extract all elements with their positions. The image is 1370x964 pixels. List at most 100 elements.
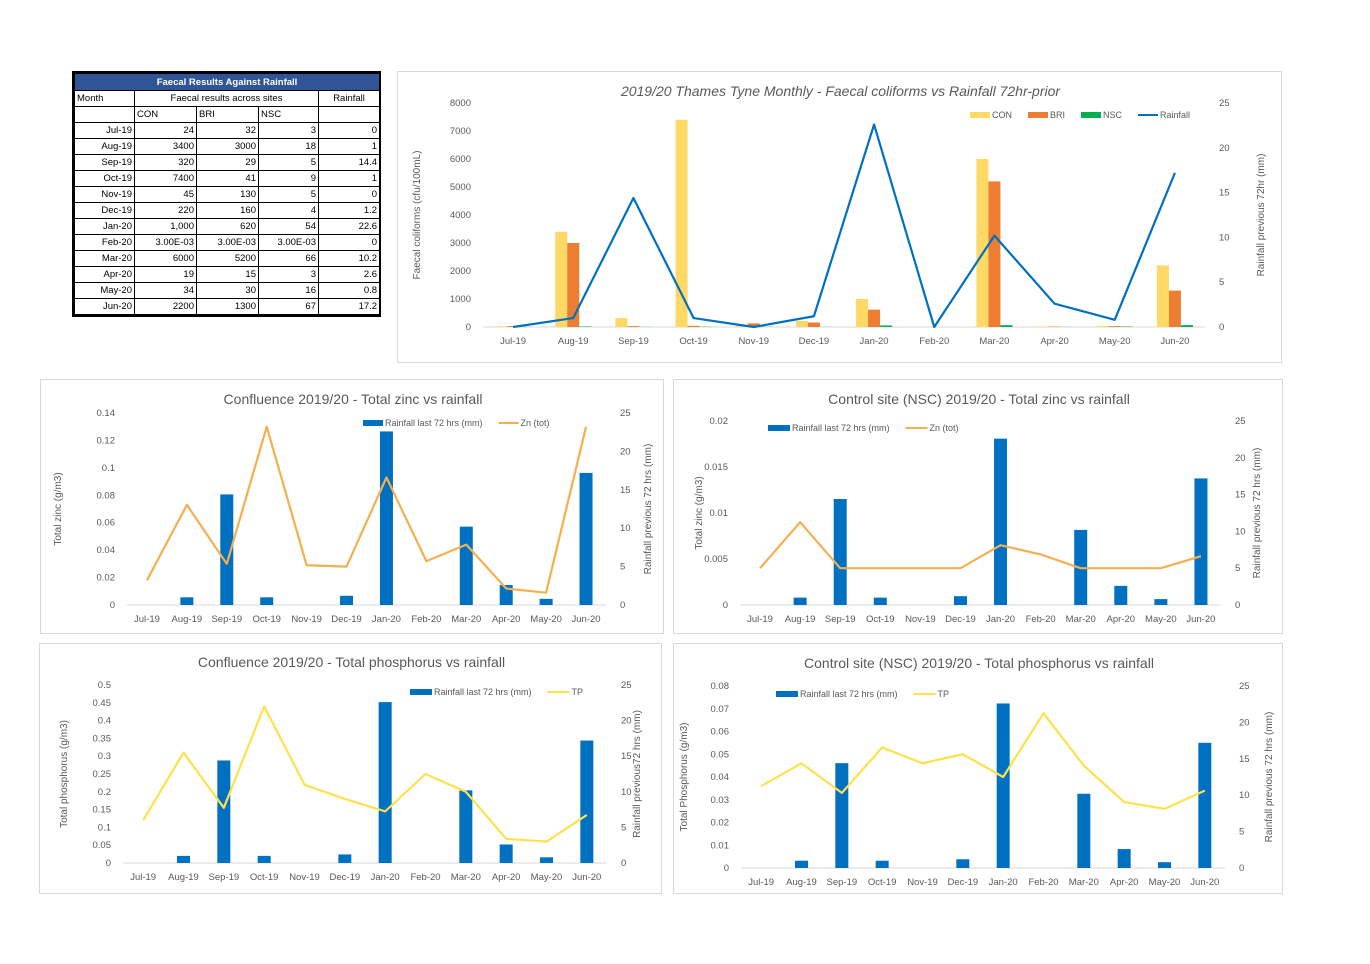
y-tick-label: 0.3 <box>98 751 111 762</box>
bar-rainfall-last-72-hrs-mm- <box>338 854 352 863</box>
y2-tick-label: 5 <box>621 822 626 833</box>
y2-tick-label: 15 <box>621 751 632 762</box>
x-tick-label: Jul-19 <box>134 614 160 625</box>
y-tick-label: 0.015 <box>704 462 728 473</box>
line-zn-tot- <box>759 521 1202 570</box>
table-cell: 1 <box>317 170 381 187</box>
y2-tick-label: 10 <box>1239 790 1250 801</box>
table-cell: 66 <box>258 250 319 267</box>
y-tick-label: 7000 <box>450 126 471 137</box>
x-tick-label: Mar-20 <box>1066 614 1096 625</box>
legend-swatch <box>1081 112 1102 118</box>
bar-rainfall-last-72-hrs-mm- <box>220 494 234 605</box>
table-cell-month: Oct-19 <box>74 170 135 187</box>
bar-rainfall-last-72-hrs-mm- <box>540 857 553 863</box>
x-tick-label: Jul-19 <box>747 614 773 625</box>
bar-bri <box>988 181 1001 327</box>
y2-tick-label: 10 <box>621 787 632 798</box>
x-tick-label: Aug-19 <box>786 877 817 888</box>
legend-label: NSC <box>1103 110 1123 120</box>
y-tick-label: 0.1 <box>102 463 115 474</box>
table-cell: 45 <box>134 186 197 203</box>
bar-rainfall-last-72-hrs-mm- <box>340 595 354 605</box>
table-cell: 22.6 <box>317 218 381 235</box>
table-cell: 7400 <box>134 170 197 187</box>
x-tick-label: May-20 <box>1099 336 1131 347</box>
bar-bri <box>567 243 580 327</box>
bar-nsc <box>579 326 592 327</box>
y2-tick-label: 5 <box>1235 563 1240 574</box>
table-cell: 6000 <box>134 250 197 267</box>
legend-label: BRI <box>1050 110 1065 120</box>
y-tick-label: 0.01 <box>711 840 730 851</box>
chart-title: Confluence 2019/20 - Total zinc vs rainf… <box>224 391 483 407</box>
y-tick-label: 2000 <box>450 266 471 277</box>
bar-nsc <box>880 325 893 327</box>
faecal-chart-panel: 2019/20 Thames Tyne Monthly - Faecal col… <box>397 71 1282 363</box>
y-tick-label: 0.06 <box>711 727 730 738</box>
legend-label: Rainfall last 72 hrs (mm) <box>800 689 898 699</box>
confluence-phosphorus-panel: Confluence 2019/20 - Total phosphorus vs… <box>39 643 662 894</box>
bar-rainfall-last-72-hrs-mm- <box>1154 599 1168 605</box>
y2-tick-label: 20 <box>1235 453 1246 464</box>
y-tick-label: 1000 <box>450 294 471 305</box>
bar-rainfall-last-72-hrs-mm- <box>1077 793 1091 868</box>
table-cell: 320 <box>134 154 197 171</box>
bar-rainfall-last-72-hrs-mm- <box>1194 478 1208 605</box>
x-tick-label: Jan-20 <box>371 872 400 883</box>
x-tick-label: Oct-19 <box>868 877 897 888</box>
table-title: Faecal Results Against Rainfall <box>73 73 381 91</box>
legend-swatch <box>970 112 990 118</box>
y-tick-label: 0.1 <box>98 822 111 833</box>
table-cell: 19 <box>134 266 197 283</box>
bar-rainfall-last-72-hrs-mm- <box>835 763 849 868</box>
y-axis-label: Total zinc (g/m3) <box>53 472 64 545</box>
table-cell: 15 <box>196 266 259 283</box>
table-cell: 34 <box>134 282 197 299</box>
table-cell: 0 <box>317 186 381 203</box>
table-row: May-20 34 30 16 0.8 <box>74 282 381 299</box>
y-tick-label: 0.5 <box>98 680 111 691</box>
control-phosphorus-panel: Control site (NSC) 2019/20 - Total phosp… <box>673 643 1283 894</box>
table-cell: 5 <box>258 186 319 203</box>
table-cell: 18 <box>258 138 319 155</box>
chart-title: Control site (NSC) 2019/20 - Total zinc … <box>828 391 1130 407</box>
table-subheader-nsc: NSC <box>258 106 319 123</box>
y-tick-label: 0 <box>724 863 729 874</box>
bar-rainfall-last-72-hrs-mm- <box>539 598 553 605</box>
bar-bri <box>747 323 760 327</box>
y-tick-label: 0.04 <box>97 545 116 556</box>
table-cell: 0 <box>317 234 381 251</box>
x-tick-label: Dec-19 <box>799 336 830 347</box>
bar-rainfall-last-72-hrs-mm- <box>875 860 889 868</box>
control-zinc-panel: Control site (NSC) 2019/20 - Total zinc … <box>673 379 1283 634</box>
table-header-month: Month <box>74 90 135 107</box>
table-cell: 0.8 <box>317 282 381 299</box>
table-row: Apr-20 19 15 3 2.6 <box>74 266 381 283</box>
faecal-results-table: Faecal Results Against Rainfall Month Fa… <box>72 71 381 317</box>
y2-tick-label: 15 <box>620 485 631 496</box>
confluence-zinc-panel: Confluence 2019/20 - Total zinc vs rainf… <box>40 379 664 634</box>
y2-tick-label: 15 <box>1235 490 1246 501</box>
x-tick-label: Feb-20 <box>410 872 440 883</box>
bar-rainfall-last-72-hrs-mm- <box>257 855 271 863</box>
bar-rainfall-last-72-hrs-mm- <box>459 526 473 605</box>
table-cell: 3.00E-03 <box>258 234 319 251</box>
table-row: Aug-19 3400 3000 18 1 <box>74 138 381 155</box>
y2-tick-label: 0 <box>1219 322 1224 333</box>
table-cell: 1,000 <box>134 218 197 235</box>
bar-con <box>1156 265 1169 327</box>
line-zn-tot- <box>145 425 588 594</box>
y2-tick-label: 10 <box>620 523 631 534</box>
bar-rainfall-last-72-hrs-mm- <box>994 438 1008 605</box>
table-cell: 2200 <box>134 298 197 315</box>
x-tick-label: Dec-19 <box>945 614 976 625</box>
bar-con <box>735 325 748 327</box>
y-tick-label: 0.14 <box>97 408 116 419</box>
y-tick-label: 0.01 <box>710 508 729 519</box>
y2-axis-label: Rainfall previous 72 hrs (mm) <box>643 444 654 575</box>
y2-tick-label: 25 <box>621 680 632 691</box>
x-tick-label: Jun-20 <box>1160 336 1189 347</box>
table-cell: 5200 <box>196 250 259 267</box>
bar-con <box>856 299 869 327</box>
